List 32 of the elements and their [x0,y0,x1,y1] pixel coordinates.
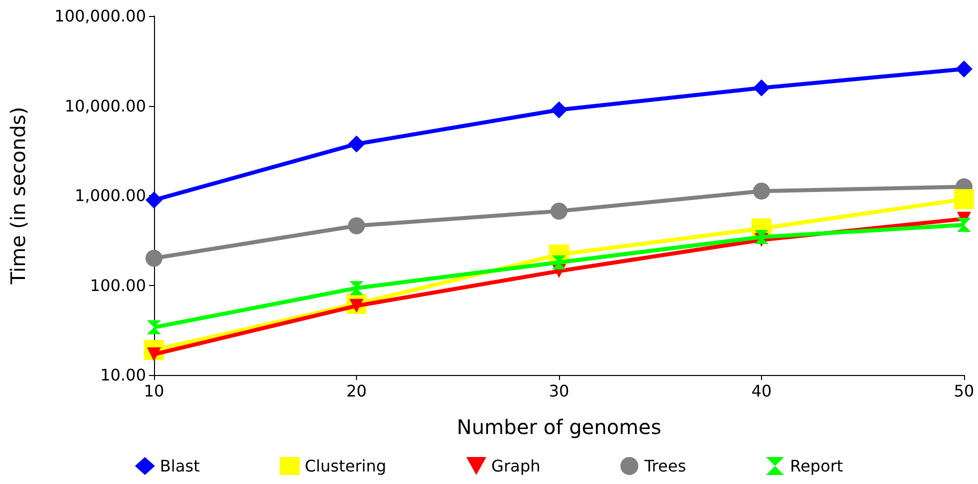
y-axis-title: Time (in seconds) [6,106,30,286]
legend-label: Clustering [304,456,386,476]
legend-label: Blast [160,456,200,476]
point [348,217,365,234]
legend-label: Trees [643,456,686,476]
point [147,320,161,334]
point [753,182,770,200]
legend-label: Report [790,456,844,476]
point [754,230,768,244]
point [956,60,972,78]
point [350,281,364,296]
point [552,255,566,270]
x-tick-label: 10 [144,382,164,400]
point [550,202,568,220]
point [753,79,770,96]
point [146,250,162,267]
y-tick-label: 1,000.00 [74,186,146,205]
x-tick-label: 30 [548,382,570,400]
legend-label: Graph [491,456,540,476]
x-axis-title: Number of genomes [456,415,662,439]
x-tick-label: 40 [751,382,772,400]
point [550,101,568,118]
y-tick-label: 100,000.00 [54,6,146,26]
x-tick-label: 50 [954,382,974,400]
y-tick-label: 10,000.00 [64,96,146,116]
y-tick-label: 100.00 [90,276,146,295]
x-tick-label: 20 [346,382,367,400]
point [348,135,365,152]
point [146,192,162,209]
y-tick-label: 10.00 [100,366,146,384]
point [954,189,974,210]
point [957,218,971,232]
